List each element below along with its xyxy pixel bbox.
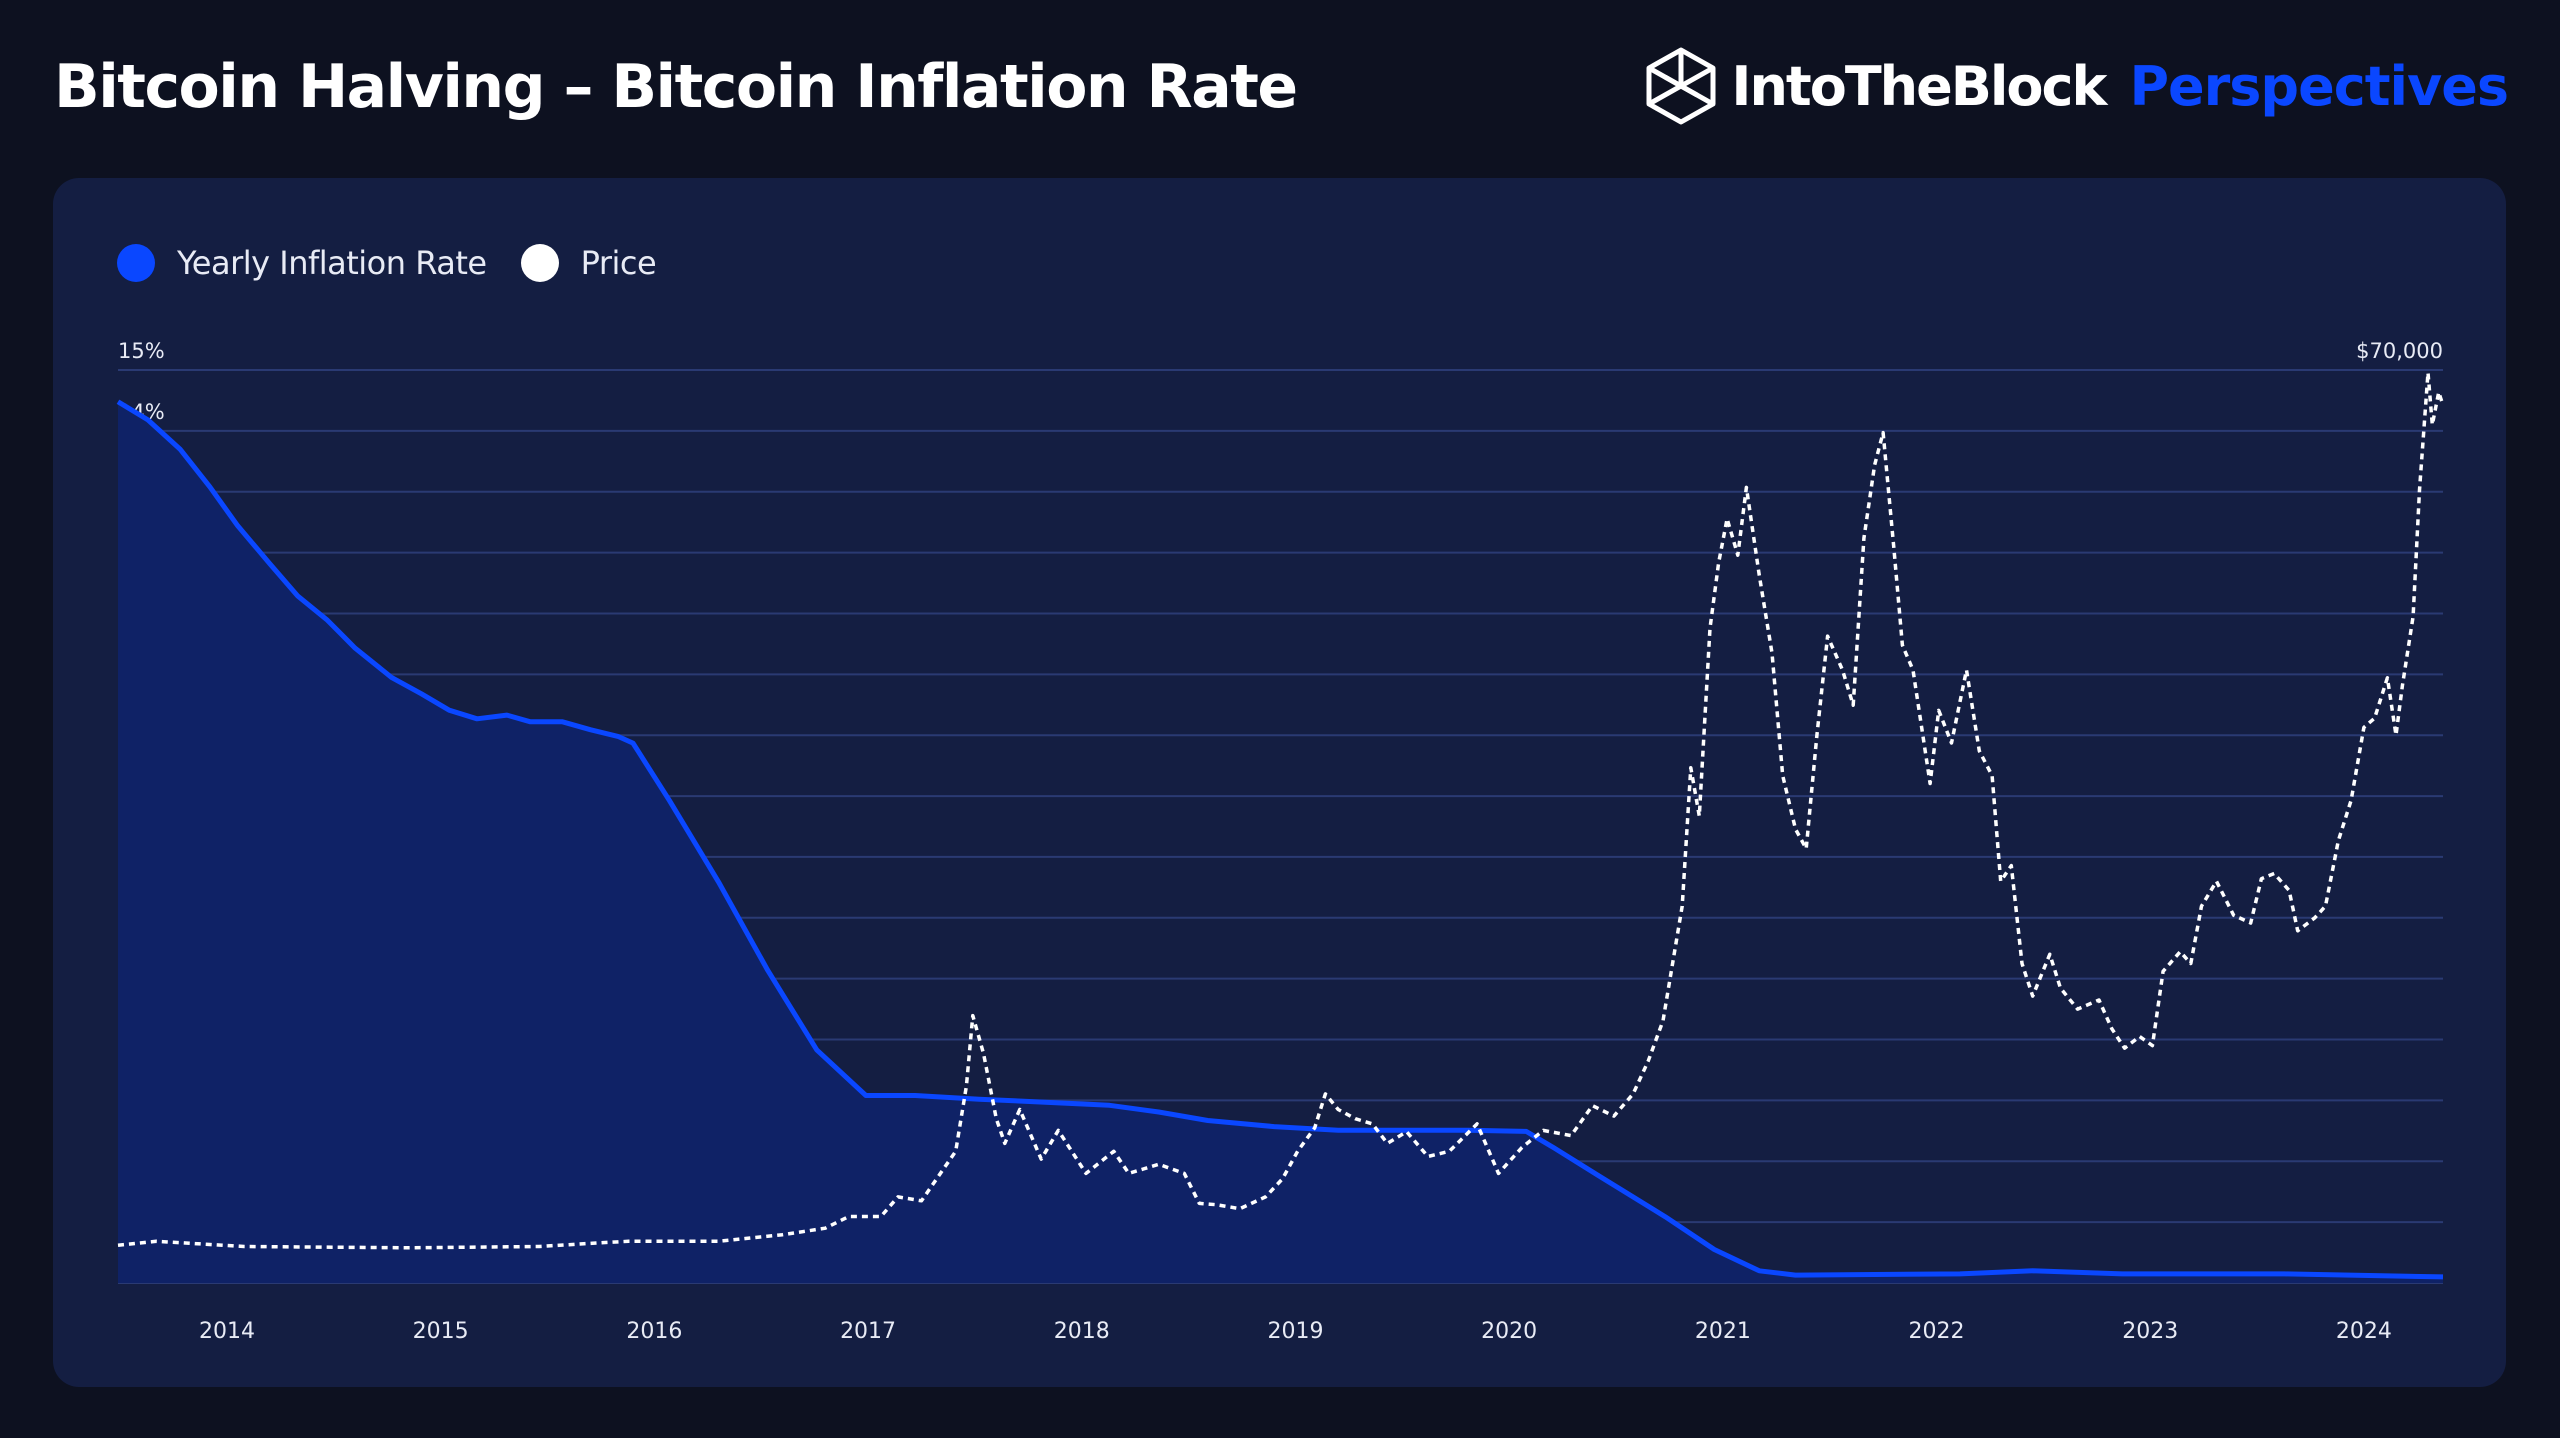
legend-item-inflation[interactable]: Yearly Inflation Rate [117, 244, 487, 282]
brand-name: IntoTheBlock [1731, 54, 2107, 118]
page-title: Bitcoin Halving – Bitcoin Inflation Rate [54, 52, 1298, 122]
x-tick-label: 2024 [2336, 1319, 2392, 1344]
x-tick-label: 2014 [199, 1319, 255, 1344]
price-axis-label: $70,000 [2356, 339, 2443, 363]
inflation-line [116, 399, 2444, 1280]
x-tick-label: 2017 [840, 1319, 896, 1344]
x-tick-label: 2015 [413, 1319, 469, 1344]
x-tick-label: 2020 [1481, 1319, 1537, 1344]
x-tick-label: 2019 [1267, 1319, 1323, 1344]
legend-label-inflation: Yearly Inflation Rate [177, 244, 487, 282]
chart-legend: Yearly Inflation Rate Price [117, 240, 690, 286]
legend-label-price: Price [580, 244, 657, 282]
inflation-area [118, 401, 2443, 1283]
x-tick-label: 2021 [1695, 1319, 1751, 1344]
brand: IntoTheBlock Perspectives [1645, 44, 2509, 128]
x-tick-label: 2018 [1054, 1319, 1110, 1344]
y-tick-label: 15% [118, 339, 165, 363]
x-tick-label: 2022 [1909, 1319, 1965, 1344]
legend-dot-inflation [117, 244, 155, 282]
price-line [117, 370, 2445, 1250]
legend-item-price[interactable]: Price [520, 244, 657, 282]
legend-dot-price [520, 244, 559, 282]
x-axis-ticks: 2014 2015 2016 2017 2018 2019 2020 2021 2022 2023… [199, 1319, 2392, 1344]
x-tick-label: 2016 [626, 1319, 682, 1344]
brand-subtitle: Perspectives [2129, 54, 2509, 118]
cube-logo-icon [1646, 47, 1716, 125]
x-tick-label: 2023 [2122, 1319, 2178, 1344]
